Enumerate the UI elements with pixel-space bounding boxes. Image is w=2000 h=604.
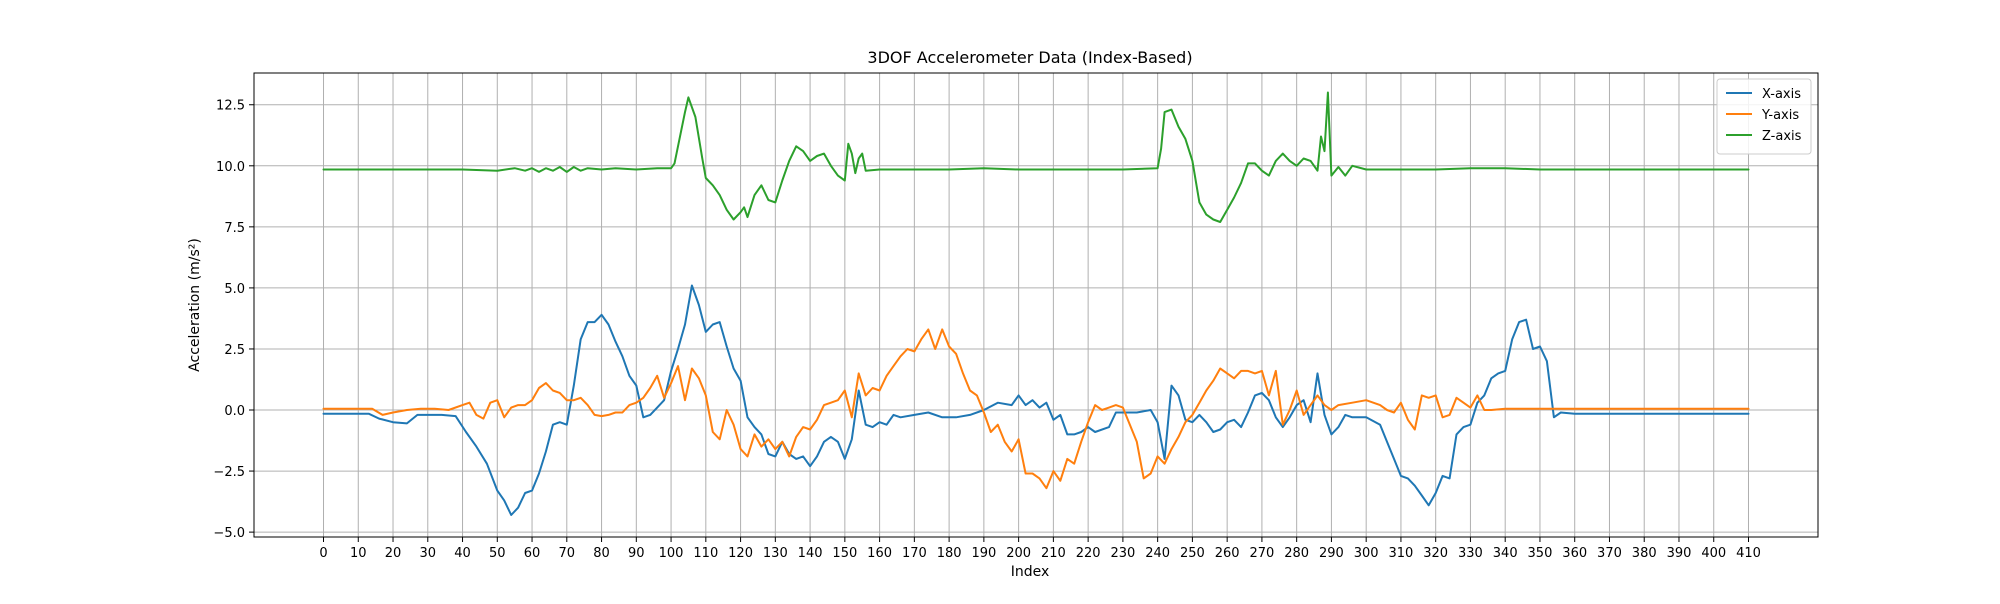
legend-label: X-axis xyxy=(1762,87,1801,102)
x-tick-label: 270 xyxy=(1249,546,1274,561)
y-tick-label: 5.0 xyxy=(224,282,245,297)
y-axis-ticks: −5.0 −2.5 0.0 2.5 5.0 7.5 10.0 12.5 xyxy=(213,99,254,541)
x-tick-label: 400 xyxy=(1701,546,1726,561)
x-tick-label: 320 xyxy=(1423,546,1448,561)
x-tick-label: 20 xyxy=(385,546,402,561)
x-tick-label: 50 xyxy=(489,546,506,561)
series-line-x-axis xyxy=(322,284,1750,516)
y-tick-label: −5.0 xyxy=(213,526,245,541)
y-tick-label: 7.5 xyxy=(224,221,245,236)
y-tick-label: 12.5 xyxy=(216,99,245,114)
x-tick-label: 370 xyxy=(1597,546,1622,561)
x-tick-label: 160 xyxy=(867,546,892,561)
x-tick-label: 60 xyxy=(524,546,541,561)
x-axis-label: Index xyxy=(1011,564,1050,580)
x-tick-label: 290 xyxy=(1319,546,1344,561)
x-tick-label: 230 xyxy=(1110,546,1135,561)
x-tick-label: 170 xyxy=(902,546,927,561)
x-tick-label: 210 xyxy=(1041,546,1066,561)
x-tick-label: 380 xyxy=(1632,546,1657,561)
grid-lines xyxy=(254,73,1818,537)
x-axis-ticks: 0 10 20 30 40 50 60 70 80 90 100 110 120 130 140 150 160… xyxy=(319,537,1761,561)
x-tick-label: 30 xyxy=(420,546,437,561)
x-tick-label: 250 xyxy=(1180,546,1205,561)
x-tick-label: 350 xyxy=(1528,546,1553,561)
x-tick-label: 390 xyxy=(1667,546,1692,561)
y-tick-label: 10.0 xyxy=(216,160,245,175)
series-line-z-axis xyxy=(322,91,1750,223)
x-tick-label: 240 xyxy=(1145,546,1170,561)
x-tick-label: 220 xyxy=(1076,546,1101,561)
plot-frame xyxy=(253,72,1819,538)
legend-label: Z-axis xyxy=(1762,129,1802,144)
chart-title: 3DOF Accelerometer Data (Index-Based) xyxy=(867,48,1192,67)
x-tick-label: 200 xyxy=(1006,546,1031,561)
x-tick-label: 360 xyxy=(1562,546,1587,561)
x-tick-label: 0 xyxy=(319,546,327,561)
y-tick-label: 0.0 xyxy=(224,404,245,419)
x-tick-label: 90 xyxy=(628,546,645,561)
x-tick-label: 180 xyxy=(937,546,962,561)
x-tick-label: 130 xyxy=(763,546,788,561)
x-tick-label: 190 xyxy=(971,546,996,561)
x-tick-label: 120 xyxy=(728,546,753,561)
x-tick-label: 410 xyxy=(1736,546,1761,561)
x-tick-label: 280 xyxy=(1284,546,1309,561)
series-line-y-axis xyxy=(322,328,1750,490)
y-tick-label: −2.5 xyxy=(213,465,245,480)
x-tick-label: 140 xyxy=(798,546,823,561)
series-lines xyxy=(322,91,1750,516)
x-tick-label: 100 xyxy=(659,546,684,561)
x-tick-label: 300 xyxy=(1354,546,1379,561)
x-tick-label: 70 xyxy=(559,546,576,561)
x-tick-label: 10 xyxy=(350,546,367,561)
x-tick-label: 80 xyxy=(593,546,610,561)
x-tick-label: 330 xyxy=(1458,546,1483,561)
x-tick-label: 150 xyxy=(832,546,857,561)
x-tick-label: 260 xyxy=(1215,546,1240,561)
y-tick-label: 2.5 xyxy=(224,343,245,358)
x-tick-label: 40 xyxy=(454,546,471,561)
legend: X-axis Y-axis Z-axis xyxy=(1716,78,1812,155)
x-tick-label: 310 xyxy=(1389,546,1414,561)
x-tick-label: 340 xyxy=(1493,546,1518,561)
y-axis-label: Acceleration (m/s²) xyxy=(187,238,203,372)
x-tick-label: 110 xyxy=(693,546,718,561)
legend-label: Y-axis xyxy=(1761,108,1799,123)
